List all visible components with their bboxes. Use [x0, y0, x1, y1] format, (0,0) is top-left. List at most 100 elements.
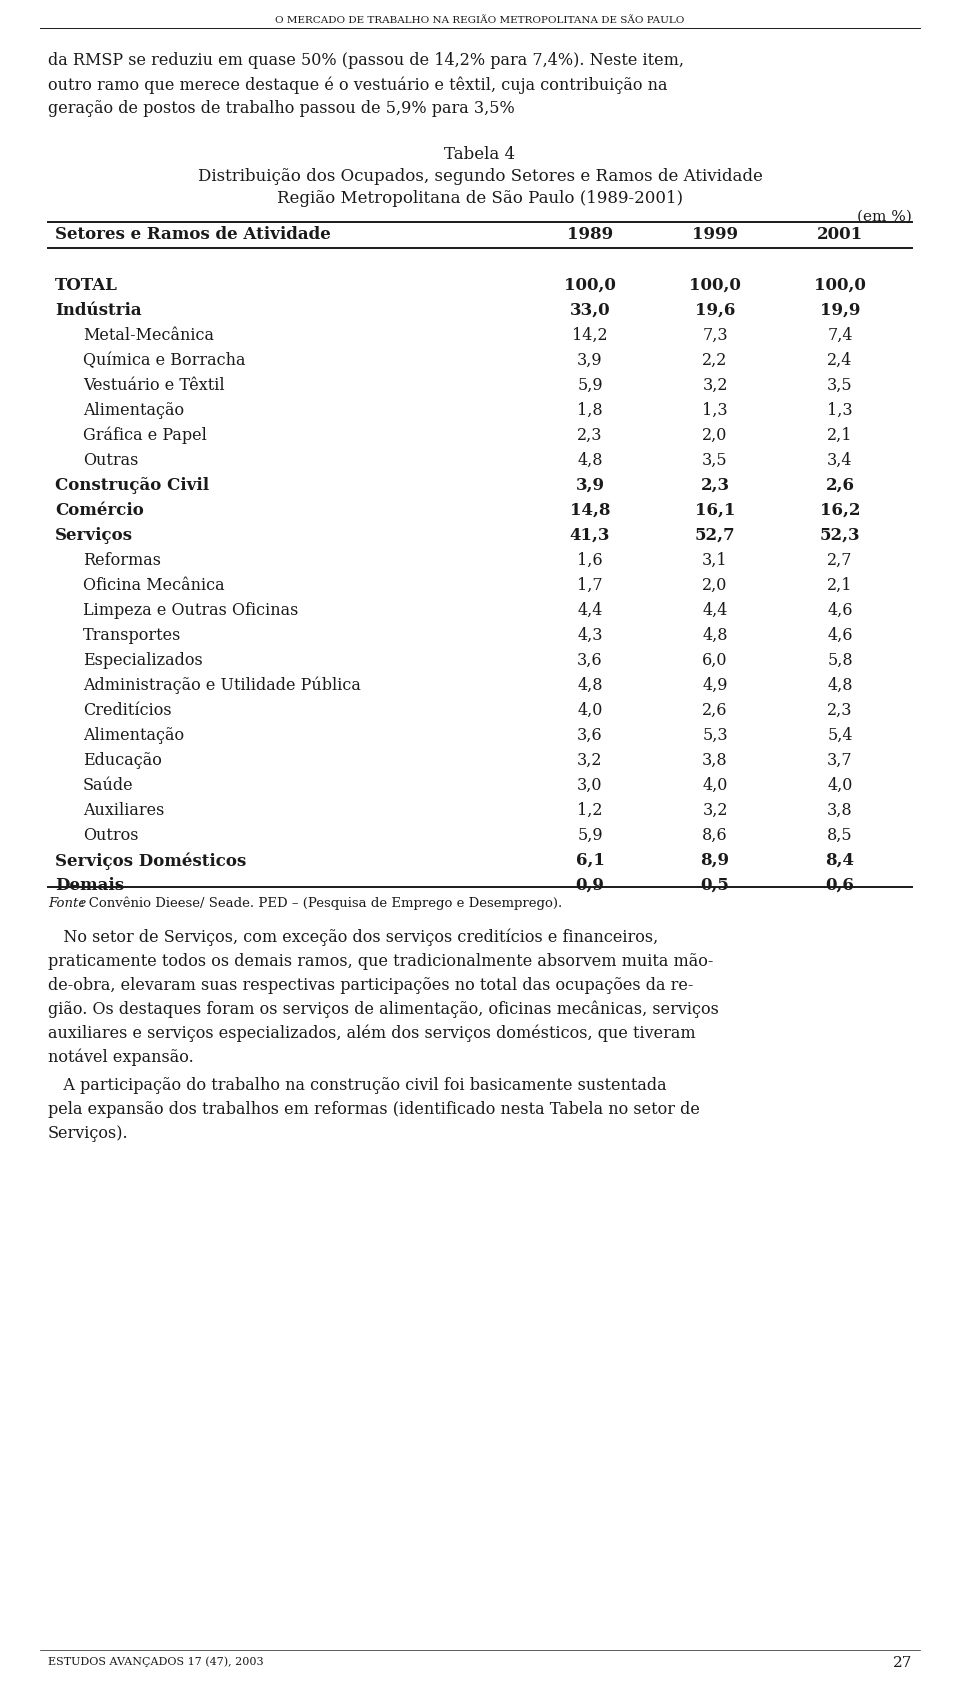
Text: Reformas: Reformas [83, 552, 161, 569]
Text: 7,4: 7,4 [828, 327, 852, 344]
Text: Demais: Demais [55, 877, 124, 894]
Text: Saúde: Saúde [83, 776, 133, 793]
Text: 3,2: 3,2 [577, 753, 603, 770]
Text: 14,2: 14,2 [572, 327, 608, 344]
Text: 3,8: 3,8 [828, 802, 852, 818]
Text: 0,5: 0,5 [701, 877, 730, 894]
Text: 4,4: 4,4 [577, 601, 603, 620]
Text: Limpeza e Outras Oficinas: Limpeza e Outras Oficinas [83, 601, 299, 620]
Text: Distribuição dos Ocupados, segundo Setores e Ramos de Atividade: Distribuição dos Ocupados, segundo Setor… [198, 168, 762, 185]
Text: 3,6: 3,6 [577, 727, 603, 744]
Text: 6,1: 6,1 [576, 852, 605, 869]
Text: 6,0: 6,0 [703, 652, 728, 669]
Text: 7,3: 7,3 [702, 327, 728, 344]
Text: 3,0: 3,0 [577, 776, 603, 793]
Text: 2001: 2001 [817, 226, 863, 242]
Text: geração de postos de trabalho passou de 5,9% para 3,5%: geração de postos de trabalho passou de … [48, 99, 515, 116]
Text: Gráfica e Papel: Gráfica e Papel [83, 428, 206, 445]
Text: 2,3: 2,3 [828, 702, 852, 719]
Text: 3,6: 3,6 [577, 652, 603, 669]
Text: Setores e Ramos de Atividade: Setores e Ramos de Atividade [55, 226, 331, 242]
Text: 8,9: 8,9 [701, 852, 730, 869]
Text: 41,3: 41,3 [569, 527, 611, 544]
Text: gião. Os destaques foram os serviços de alimentação, oficinas mecânicas, serviço: gião. Os destaques foram os serviços de … [48, 1000, 719, 1019]
Text: 2,4: 2,4 [828, 352, 852, 369]
Text: Tabela 4: Tabela 4 [444, 147, 516, 163]
Text: 3,5: 3,5 [828, 377, 852, 394]
Text: auxiliares e serviços especializados, além dos serviços domésticos, que tiveram: auxiliares e serviços especializados, al… [48, 1026, 696, 1042]
Text: 5,9: 5,9 [577, 377, 603, 394]
Text: 14,8: 14,8 [569, 502, 611, 519]
Text: Serviços: Serviços [55, 527, 133, 544]
Text: outro ramo que merece destaque é o vestuário e têxtil, cuja contribuição na: outro ramo que merece destaque é o vestu… [48, 76, 667, 94]
Text: TOTAL: TOTAL [55, 276, 118, 295]
Text: 3,9: 3,9 [575, 477, 605, 493]
Text: Outros: Outros [83, 827, 138, 844]
Text: 3,9: 3,9 [577, 352, 603, 369]
Text: : Convênio Dieese/ Seade. PED – (Pesquisa de Emprego e Desemprego).: : Convênio Dieese/ Seade. PED – (Pesquis… [80, 898, 563, 911]
Text: 8,4: 8,4 [826, 852, 854, 869]
Text: 0,6: 0,6 [826, 877, 854, 894]
Text: 3,8: 3,8 [702, 753, 728, 770]
Text: 1,7: 1,7 [577, 578, 603, 594]
Text: Alimentação: Alimentação [83, 727, 184, 744]
Text: 4,0: 4,0 [577, 702, 603, 719]
Text: 4,4: 4,4 [703, 601, 728, 620]
Text: (em %): (em %) [857, 210, 912, 224]
Text: 100,0: 100,0 [564, 276, 616, 295]
Text: A participação do trabalho na construção civil foi basicamente sustentada: A participação do trabalho na construção… [48, 1078, 666, 1095]
Text: 4,6: 4,6 [828, 626, 852, 643]
Text: No setor de Serviços, com exceção dos serviços creditícios e financeiros,: No setor de Serviços, com exceção dos se… [48, 930, 659, 946]
Text: da RMSP se reduziu em quase 50% (passou de 14,2% para 7,4%). Neste item,: da RMSP se reduziu em quase 50% (passou … [48, 52, 684, 69]
Text: 1,3: 1,3 [702, 402, 728, 419]
Text: Metal-Mecânica: Metal-Mecânica [83, 327, 214, 344]
Text: 2,1: 2,1 [828, 578, 852, 594]
Text: 2,3: 2,3 [701, 477, 730, 493]
Text: 1,6: 1,6 [577, 552, 603, 569]
Text: Região Metropolitana de São Paulo (1989-2001): Região Metropolitana de São Paulo (1989-… [276, 190, 684, 207]
Text: 3,7: 3,7 [828, 753, 852, 770]
Text: Oficina Mecânica: Oficina Mecânica [83, 578, 225, 594]
Text: 1,3: 1,3 [828, 402, 852, 419]
Text: 3,1: 3,1 [702, 552, 728, 569]
Text: 5,9: 5,9 [577, 827, 603, 844]
Text: 4,8: 4,8 [828, 677, 852, 694]
Text: 52,7: 52,7 [695, 527, 735, 544]
Text: 16,1: 16,1 [695, 502, 735, 519]
Text: ESTUDOS AVANÇADOS 17 (47), 2003: ESTUDOS AVANÇADOS 17 (47), 2003 [48, 1655, 264, 1667]
Text: 19,6: 19,6 [695, 301, 735, 318]
Text: 1,8: 1,8 [577, 402, 603, 419]
Text: 2,7: 2,7 [828, 552, 852, 569]
Text: 1,2: 1,2 [577, 802, 603, 818]
Text: 3,2: 3,2 [703, 802, 728, 818]
Text: 4,6: 4,6 [828, 601, 852, 620]
Text: 4,9: 4,9 [703, 677, 728, 694]
Text: Serviços Domésticos: Serviços Domésticos [55, 852, 247, 869]
Text: de-obra, elevaram suas respectivas participações no total das ocupações da re-: de-obra, elevaram suas respectivas parti… [48, 977, 693, 994]
Text: 52,3: 52,3 [820, 527, 860, 544]
Text: 2,0: 2,0 [703, 428, 728, 445]
Text: 4,8: 4,8 [577, 451, 603, 470]
Text: 3,5: 3,5 [702, 451, 728, 470]
Text: Especializados: Especializados [83, 652, 203, 669]
Text: 0,9: 0,9 [576, 877, 605, 894]
Text: 4,3: 4,3 [577, 626, 603, 643]
Text: Construção Civil: Construção Civil [55, 477, 209, 493]
Text: Serviços).: Serviços). [48, 1125, 129, 1142]
Text: 16,2: 16,2 [820, 502, 860, 519]
Text: 2,0: 2,0 [703, 578, 728, 594]
Text: 8,5: 8,5 [828, 827, 852, 844]
Text: 4,8: 4,8 [703, 626, 728, 643]
Text: 3,2: 3,2 [703, 377, 728, 394]
Text: 2,1: 2,1 [828, 428, 852, 445]
Text: 4,0: 4,0 [703, 776, 728, 793]
Text: praticamente todos os demais ramos, que tradicionalmente absorvem muita mão-: praticamente todos os demais ramos, que … [48, 953, 713, 970]
Text: Transportes: Transportes [83, 626, 181, 643]
Text: 33,0: 33,0 [569, 301, 611, 318]
Text: Creditícios: Creditícios [83, 702, 172, 719]
Text: 2,6: 2,6 [826, 477, 854, 493]
Text: pela expansão dos trabalhos em reformas (identificado nesta Tabela no setor de: pela expansão dos trabalhos em reformas … [48, 1101, 700, 1118]
Text: Alimentação: Alimentação [83, 402, 184, 419]
Text: 100,0: 100,0 [814, 276, 866, 295]
Text: Comércio: Comércio [55, 502, 144, 519]
